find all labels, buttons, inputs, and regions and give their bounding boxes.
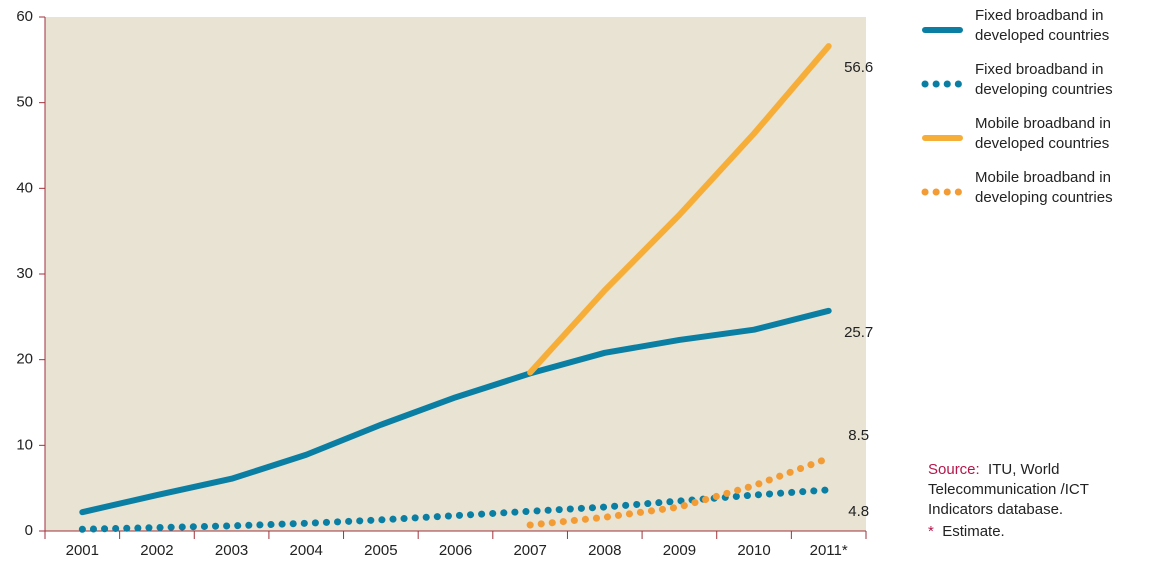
x-tick-label: 2010 <box>737 542 770 559</box>
series-line <box>79 307 832 516</box>
note: * Estimate. <box>928 522 1148 542</box>
y-tick-label: 10 <box>16 436 33 453</box>
series-line <box>526 454 833 529</box>
x-tick-label: 2002 <box>140 542 173 559</box>
x-tick-label: 2009 <box>663 542 696 559</box>
legend-label: Fixed broadband in developed countries <box>975 7 1110 44</box>
x-tick-label: 2008 <box>588 542 621 559</box>
source-text: ITU, World Telecommunication /ICT Indica… <box>928 461 1089 518</box>
plot-area <box>45 17 866 531</box>
legend-label: Mobile broadband in developed countries <box>975 115 1111 152</box>
note-text: Estimate. <box>942 523 1005 540</box>
source-label: Source: <box>928 461 980 478</box>
legend-label: Mobile broadband in developing countries <box>975 169 1113 206</box>
data-label: 8.5 <box>848 427 869 444</box>
x-tick-label: 2011* <box>810 542 848 559</box>
x-tick-label: 2001 <box>66 542 99 559</box>
x-tick-label: 2007 <box>513 542 546 559</box>
y-tick-label: 40 <box>16 179 33 196</box>
data-label: 56.6 <box>844 59 873 76</box>
legend-label: Fixed broadband in developing countries <box>975 61 1113 98</box>
y-tick-label: 50 <box>16 94 33 111</box>
y-tick-label: 20 <box>16 351 33 368</box>
x-tick-label: 2005 <box>364 542 397 559</box>
x-tick-label: 2003 <box>215 542 248 559</box>
data-label: 25.7 <box>844 324 873 341</box>
series-line <box>527 43 832 376</box>
x-tick-label: 2006 <box>439 542 472 559</box>
legend-icons <box>921 27 964 196</box>
note-marker: * <box>928 523 934 540</box>
y-tick-label: 60 <box>16 8 33 25</box>
x-tick-label: 2004 <box>290 542 323 559</box>
y-tick-label: 30 <box>16 265 33 282</box>
source: Source: ITU, World Telecommunication /IC… <box>928 460 1148 520</box>
data-label: 4.8 <box>848 503 869 520</box>
y-tick-label: 0 <box>25 522 33 539</box>
